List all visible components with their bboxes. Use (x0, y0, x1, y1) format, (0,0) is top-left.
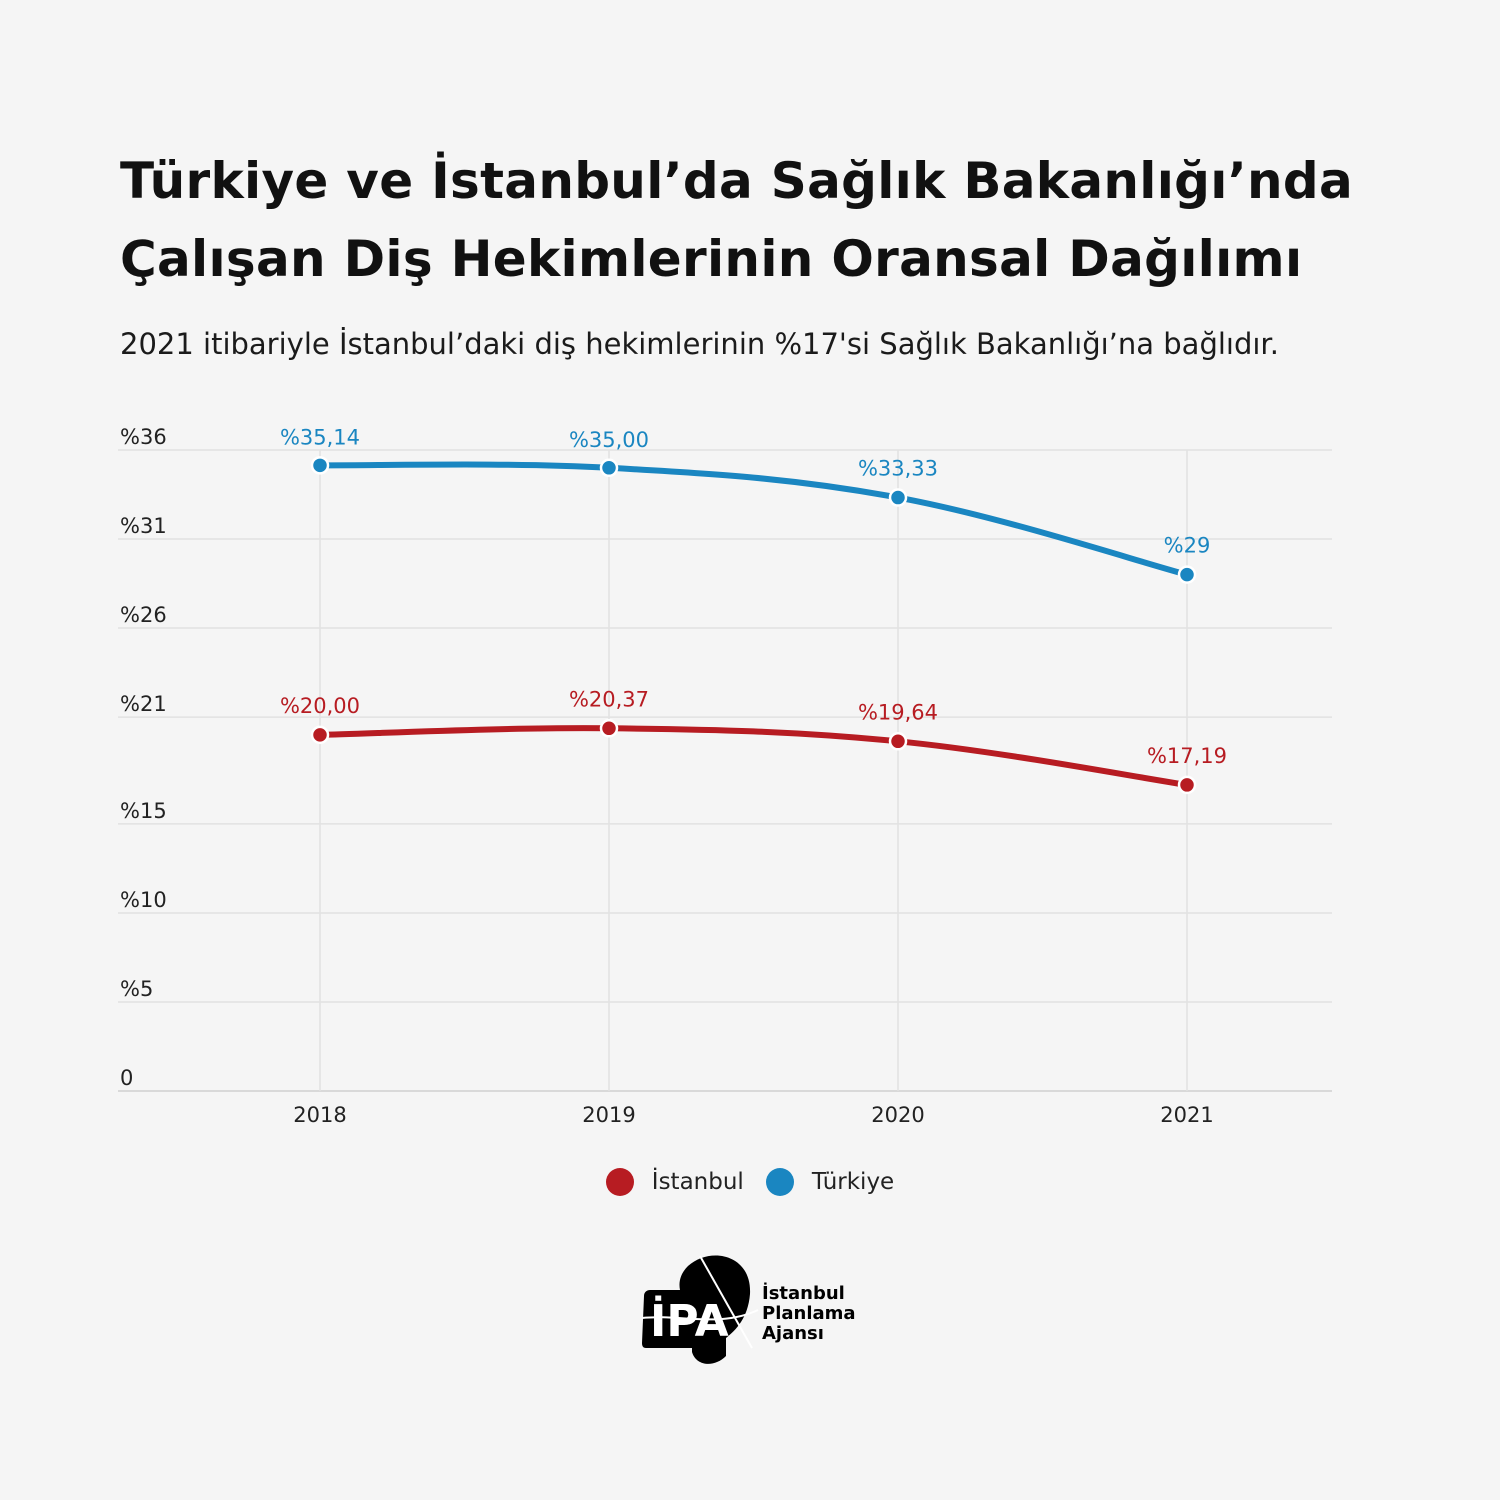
legend-item: Türkiye (765, 1168, 895, 1196)
data-label-istanbul: %20,37 (569, 687, 649, 711)
data-label-istanbul: %20,00 (280, 694, 360, 718)
data-point-turkiye (1177, 565, 1197, 584)
data-label-turkiye: %29 (1164, 534, 1211, 558)
grid (118, 449, 1332, 1092)
logo-line-2: Planlama (762, 1303, 856, 1324)
legend-item: İstanbul (605, 1168, 744, 1196)
logo-line-3: Ajansı (762, 1323, 824, 1344)
y-tick-label: %26 (120, 603, 167, 627)
legend: İstanbul Türkiye (0, 1168, 1500, 1196)
ipa-logo-text: İstanbul Planlama Ajansı (762, 1284, 856, 1344)
axes: 0 %5 %10 %15 %21 %26 %31 %36 2018 2019 2020 2021 (120, 425, 1214, 1127)
data-point-turkiye (888, 488, 908, 507)
logo-line-1: İstanbul (762, 1283, 845, 1304)
legend-label: Türkiye (811, 1169, 895, 1195)
line-chart: 0 %5 %10 %15 %21 %26 %31 %36 2018 2019 2020 2021 %2… (118, 425, 1332, 1127)
data-point-istanbul (1177, 775, 1197, 795)
y-tick-label: %15 (120, 799, 167, 823)
y-tick-label: %5 (120, 977, 153, 1001)
x-tick-label: 2019 (582, 1103, 635, 1127)
ipa-logo-monogram: İPA (650, 1294, 729, 1347)
y-tick-label: 0 (120, 1066, 133, 1090)
data-point-istanbul (310, 725, 330, 745)
legend-swatch (605, 1168, 634, 1196)
y-tick-label: %31 (120, 514, 167, 538)
data-label-istanbul: %17,19 (1147, 744, 1227, 768)
data-point-turkiye (310, 456, 330, 475)
x-tick-label: 2021 (1160, 1103, 1213, 1127)
series-line-turkiye (317, 461, 1190, 578)
y-tick-label: %36 (120, 425, 167, 449)
legend-swatch (765, 1168, 794, 1196)
ipa-logo: İPA İstanbul Planlama Ajansı (640, 1248, 880, 1368)
series (310, 456, 1197, 795)
chart-title: Türkiye ve İstanbul’da Sağlık Bakanlığı’… (120, 142, 1400, 298)
data-point-istanbul (599, 719, 619, 738)
data-labels: %20,00 %20,37 %19,64 %17,19 %35,14 %35,00 %33,… (280, 425, 1227, 768)
x-tick-label: 2020 (871, 1103, 924, 1127)
data-label-turkiye: %35,14 (280, 425, 360, 449)
data-label-turkiye: %33,33 (858, 457, 938, 481)
y-tick-label: %21 (120, 692, 167, 716)
data-label-turkiye: %35,00 (569, 428, 649, 452)
legend-label: İstanbul (651, 1169, 744, 1195)
y-tick-label: %10 (120, 888, 167, 912)
chart-title-line2: Çalışan Diş Hekimlerinin Oransal Dağılım… (120, 230, 1303, 288)
x-tick-label: 2018 (293, 1103, 346, 1127)
data-point-turkiye (599, 458, 619, 478)
series-line-istanbul (317, 725, 1190, 788)
data-label-istanbul: %19,64 (858, 700, 938, 724)
chart-title-line1: Türkiye ve İstanbul’da Sağlık Bakanlığı’… (120, 152, 1354, 210)
ipa-logo-mark: İPA (641, 1255, 759, 1364)
chart-subtitle: 2021 itibariyle İstanbul’daki diş hekiml… (120, 327, 1279, 361)
data-point-istanbul (888, 732, 908, 751)
